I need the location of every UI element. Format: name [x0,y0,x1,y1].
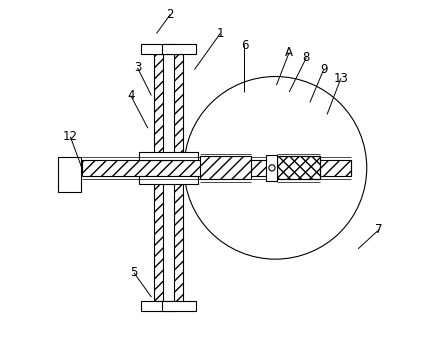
Text: 2: 2 [166,8,174,21]
Text: 7: 7 [375,224,383,236]
Text: 1: 1 [217,27,224,40]
Text: 6: 6 [241,39,248,52]
Bar [58,157,81,192]
Circle shape [184,76,367,259]
Bar [200,156,251,179]
Bar [278,156,320,179]
Circle shape [269,165,275,171]
Bar [83,160,351,176]
Bar [174,54,183,301]
Text: 3: 3 [134,61,141,74]
Bar [266,155,278,181]
Text: 4: 4 [127,89,135,102]
Text: 9: 9 [320,63,327,76]
Text: 12: 12 [63,130,78,143]
Bar [162,301,196,311]
Bar [162,44,196,54]
Bar [154,54,163,301]
Bar [139,176,198,184]
Bar [278,156,320,179]
Text: A: A [285,46,293,59]
Bar [141,44,175,54]
Bar [320,161,351,175]
Text: 8: 8 [303,51,310,64]
Bar [141,301,175,311]
Text: 13: 13 [333,72,349,85]
Bar [139,152,198,160]
Text: 5: 5 [131,266,138,280]
